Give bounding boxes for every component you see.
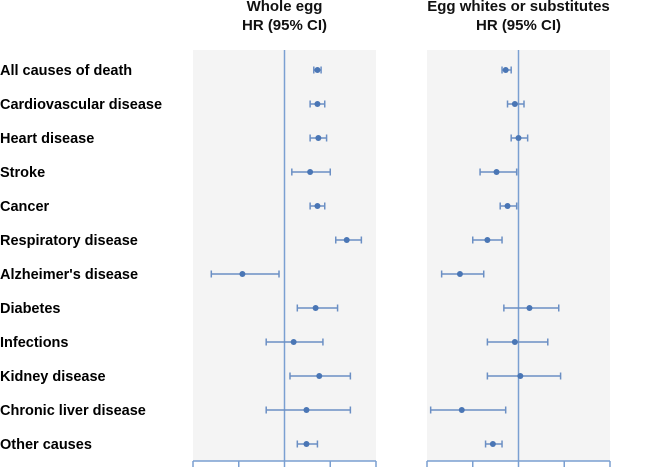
ci-row (309, 134, 328, 142)
hr-point (458, 407, 465, 413)
hr-point (314, 67, 321, 73)
ci-row (486, 372, 562, 380)
ci-row (510, 134, 529, 142)
panel-egg-whites: Egg whites or substitutes HR (95% CI) (426, 0, 611, 467)
ci-row (296, 440, 319, 448)
ci-row (479, 168, 518, 176)
category-label: Kidney disease (0, 369, 106, 385)
hr-point (484, 237, 491, 243)
category-label: Alzheimer's disease (0, 267, 138, 283)
hr-point (307, 169, 314, 175)
panel-title: Whole egg (247, 0, 323, 15)
hr-point (502, 67, 509, 73)
hr-point (303, 441, 310, 447)
hr-point (316, 373, 323, 379)
category-label: Cancer (0, 199, 50, 215)
hr-point (315, 135, 322, 141)
hr-point (526, 305, 533, 311)
ci-row (501, 66, 512, 74)
ci-row (503, 304, 560, 312)
hr-point (517, 373, 524, 379)
ci-row (291, 168, 331, 176)
ci-row (486, 338, 549, 346)
ci-row (309, 202, 326, 210)
ci-row (296, 304, 339, 312)
category-label: Other causes (0, 437, 92, 453)
hr-point (303, 407, 310, 413)
category-label: Infections (0, 335, 68, 351)
hr-point (515, 135, 522, 141)
panel-subtitle: HR (95% CI) (242, 17, 327, 34)
hr-point (343, 237, 350, 243)
panel-whole-egg: Whole egg HR (95% CI) (192, 0, 377, 467)
panel-subtitle: HR (95% CI) (476, 17, 561, 34)
ci-row (506, 100, 525, 108)
hr-point (314, 101, 321, 107)
ci-row (289, 372, 352, 380)
ci-row (313, 66, 322, 74)
hr-point (290, 339, 297, 345)
ci-row (472, 236, 503, 244)
category-label: Cardiovascular disease (0, 97, 162, 113)
hr-point (511, 101, 518, 107)
hr-point (312, 305, 319, 311)
category-label: Stroke (0, 165, 45, 181)
hr-point (239, 271, 246, 277)
ci-row (334, 236, 363, 244)
ci-row (265, 406, 352, 414)
hr-point (504, 203, 511, 209)
hr-point (489, 441, 496, 447)
ci-row (429, 406, 507, 414)
ci-row (265, 338, 324, 346)
category-label: Heart disease (0, 131, 94, 147)
hr-point (493, 169, 500, 175)
ci-row (499, 202, 518, 210)
category-label: All causes of death (0, 63, 132, 79)
category-label: Respiratory disease (0, 233, 138, 249)
ci-row (309, 100, 326, 108)
category-label: Diabetes (0, 301, 60, 317)
hr-point (511, 339, 518, 345)
category-label: Chronic liver disease (0, 403, 146, 419)
hr-point (456, 271, 463, 277)
ci-row (484, 440, 503, 448)
ci-row (210, 270, 280, 278)
panel-title: Egg whites or substitutes (427, 0, 610, 15)
ci-row (440, 270, 485, 278)
hr-point (314, 203, 321, 209)
